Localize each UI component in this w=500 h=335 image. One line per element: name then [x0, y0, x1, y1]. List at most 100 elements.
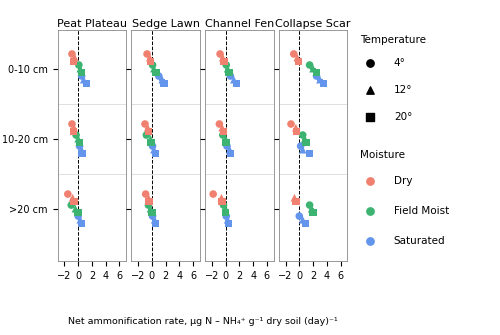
Point [222, 136, 230, 141]
Point [144, 195, 152, 200]
Point [78, 221, 86, 226]
Point [64, 191, 72, 197]
Point [302, 140, 310, 145]
Point [148, 62, 156, 68]
Point [224, 221, 232, 226]
Title: Peat Plateau: Peat Plateau [57, 19, 127, 29]
Point [152, 221, 160, 226]
Point [306, 151, 314, 156]
Point [225, 70, 233, 75]
Point [72, 206, 80, 211]
Point [80, 77, 88, 82]
Title: Collapse Scar: Collapse Scar [276, 19, 351, 29]
Point [309, 66, 317, 71]
Point [290, 195, 298, 200]
Point [293, 55, 301, 60]
Point [150, 217, 158, 222]
Point [152, 151, 160, 156]
Point [72, 132, 80, 138]
Point [68, 51, 76, 57]
Point [75, 62, 83, 68]
Point [70, 55, 78, 60]
Point [298, 217, 306, 222]
Point [76, 217, 84, 222]
Text: Saturated: Saturated [394, 236, 446, 246]
Point [222, 62, 230, 68]
Point [292, 199, 300, 204]
Text: Temperature: Temperature [360, 35, 426, 45]
Point [78, 151, 86, 156]
Point [209, 191, 217, 197]
Point [150, 66, 158, 71]
Point [76, 66, 84, 71]
Title: Channel Fen: Channel Fen [204, 19, 274, 29]
Point [152, 70, 160, 75]
Point [142, 132, 150, 138]
Point [316, 77, 324, 82]
Point [68, 121, 76, 127]
Point [222, 213, 230, 219]
Point [230, 77, 238, 82]
Point [78, 70, 86, 75]
Point [220, 129, 228, 134]
Point [292, 129, 300, 134]
Point [218, 125, 226, 130]
Point [296, 143, 304, 149]
Point [144, 202, 152, 208]
Point [144, 129, 152, 134]
Point [298, 147, 306, 152]
Point [222, 140, 230, 145]
Point [232, 81, 240, 86]
Point [68, 195, 76, 200]
Point [76, 140, 84, 145]
Point [144, 125, 152, 130]
Point [308, 206, 316, 211]
Point [216, 51, 224, 57]
Point [296, 213, 304, 219]
Point [287, 121, 295, 127]
Point [306, 202, 314, 208]
Point [224, 217, 232, 222]
Point [148, 210, 156, 215]
Point [147, 140, 155, 145]
Point [220, 202, 228, 208]
Point [309, 210, 317, 215]
Point [70, 129, 78, 134]
Point [226, 151, 234, 156]
Point [271, 191, 279, 197]
Point [74, 213, 82, 219]
Point [216, 121, 224, 127]
Point [312, 73, 320, 79]
Point [223, 143, 231, 149]
Point [74, 210, 82, 215]
Point [292, 125, 300, 130]
Point [222, 210, 230, 215]
Point [301, 136, 309, 141]
Point [320, 81, 328, 86]
Point [78, 73, 86, 79]
Point [226, 73, 234, 79]
Point [146, 206, 154, 211]
Point [70, 125, 78, 130]
Point [219, 132, 227, 138]
Point [145, 199, 153, 204]
Text: Moisture: Moisture [360, 150, 405, 160]
Point [306, 62, 314, 68]
Text: 20°: 20° [394, 113, 412, 123]
Point [302, 221, 310, 226]
Point [78, 147, 86, 152]
Text: 4°: 4° [394, 58, 406, 68]
Point [76, 143, 84, 149]
Text: Dry: Dry [394, 176, 412, 186]
Point [218, 195, 226, 200]
Point [155, 73, 163, 79]
Text: Net ammonification rate, μg N – NH₄⁺ g⁻¹ dry soil (day)⁻¹: Net ammonification rate, μg N – NH₄⁺ g⁻¹… [68, 317, 338, 326]
Point [141, 121, 149, 127]
Point [298, 132, 306, 138]
Point [226, 147, 234, 152]
Point [82, 81, 90, 86]
Point [150, 147, 158, 152]
Point [146, 55, 154, 60]
Point [146, 59, 154, 64]
Point [148, 213, 156, 219]
